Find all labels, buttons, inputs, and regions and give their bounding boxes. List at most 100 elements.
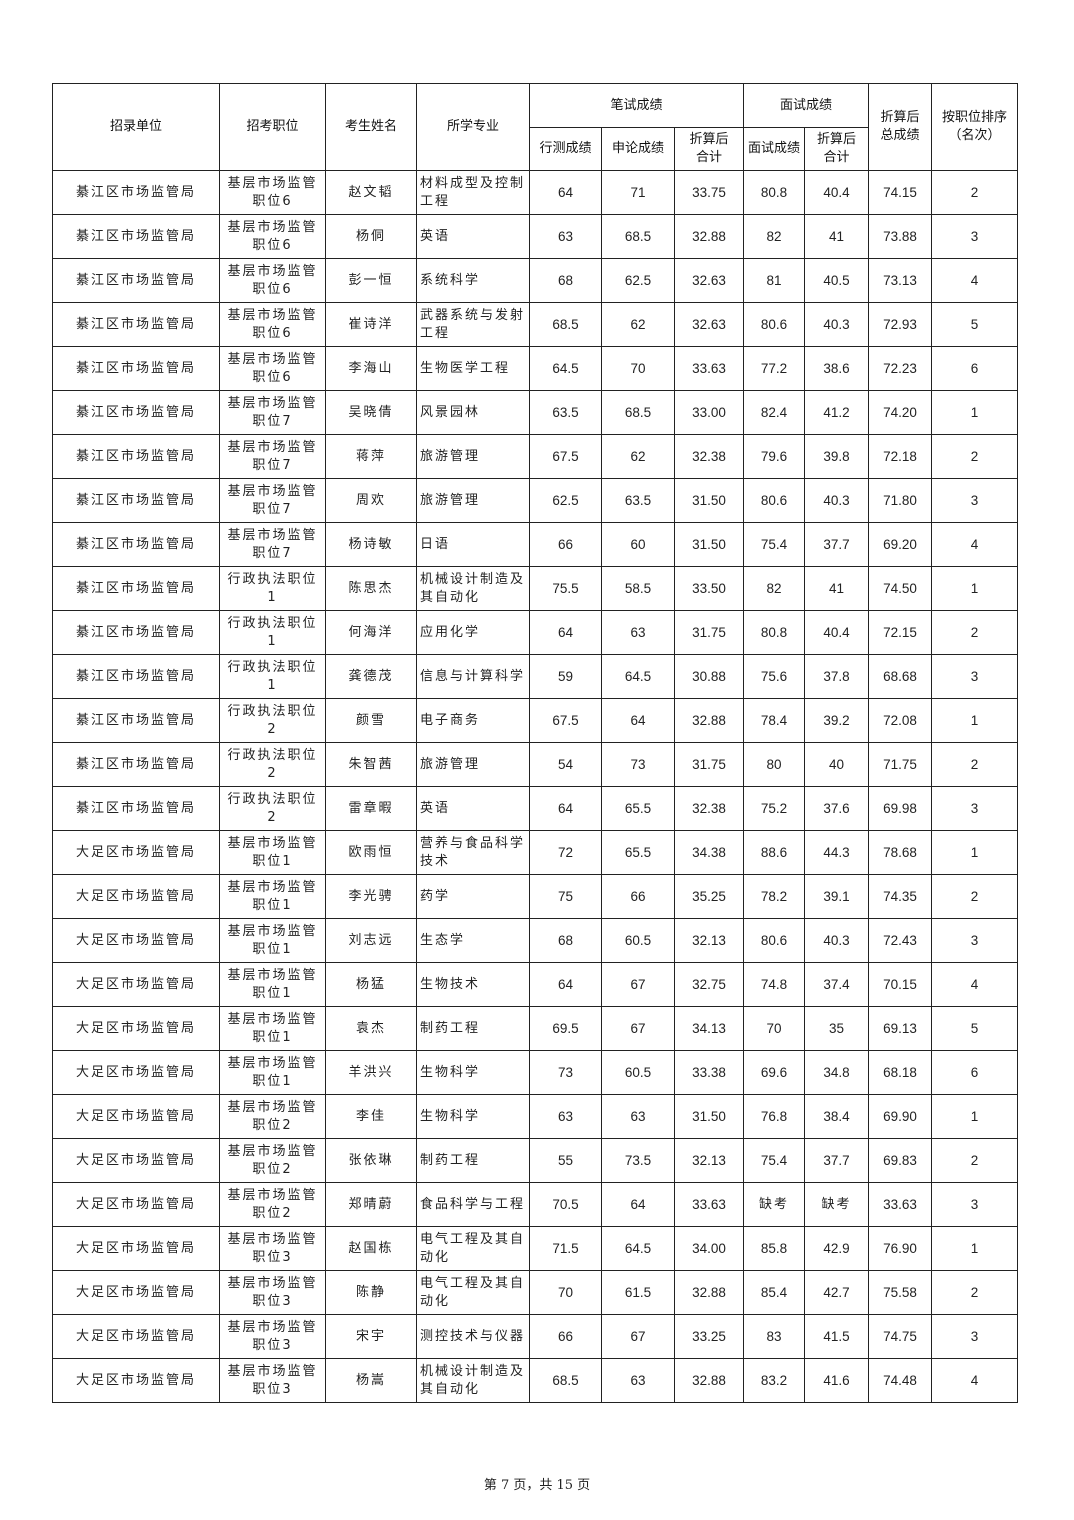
cell-major: 旅游管理 (416, 742, 530, 787)
cell-text: 33.00 (692, 404, 726, 420)
cell-name: 龚德茂 (325, 654, 417, 699)
cell-text: 大足区市场监管局 (75, 1240, 196, 1256)
cell-shenlun: 61.5 (601, 1270, 675, 1315)
cell-written-converted: 33.50 (674, 566, 744, 611)
cell-text: 63 (630, 1108, 646, 1124)
cell-rank: 2 (931, 1138, 1019, 1183)
cell-interview-converted: 44.3 (803, 830, 870, 875)
cell-interview-score: 80.6 (743, 478, 805, 523)
cell-text: 33.63 (883, 1196, 917, 1212)
cell-xingce: 68 (529, 258, 602, 303)
cell-unit: 綦江区市场监管局 (52, 478, 220, 523)
cell-interview-converted: 41 (803, 214, 870, 259)
cell-xingce: 70.5 (529, 1182, 602, 1227)
cell-text: 生物科学 (420, 1064, 481, 1080)
cell-rank: 2 (931, 1270, 1019, 1315)
cell-text: 78.68 (883, 844, 917, 860)
cell-interview-converted: 42.7 (803, 1270, 870, 1315)
cell-shenlun: 63 (601, 1094, 675, 1139)
cell-text: 张依琳 (348, 1152, 394, 1168)
cell-unit: 綦江区市场监管局 (52, 566, 220, 611)
cell-position: 基层市场监管职位1 (219, 918, 326, 963)
cell-total: 74.50 (868, 566, 933, 611)
cell-text: 81 (766, 272, 782, 288)
cell-written-converted: 32.38 (674, 434, 744, 479)
cell-text: 旅游管理 (420, 492, 481, 508)
cell-text: 31.75 (692, 756, 726, 772)
table-row: 綦江区市场监管局 行政执法职位2 雷章暇 英语 64 65.5 32.38 75.2 37.6 6… (52, 786, 1019, 831)
cell-text: 行政执法职位1 (227, 659, 318, 693)
cell-text: 大足区市场监管局 (75, 1108, 196, 1124)
cell-text: 33.50 (692, 580, 726, 596)
cell-total: 72.93 (868, 302, 933, 347)
cell-interview-converted: 37.7 (803, 522, 870, 567)
cell-major: 材料成型及控制工程 (416, 170, 530, 215)
cell-text: 35.25 (692, 888, 726, 904)
cell-total: 69.13 (868, 1006, 933, 1051)
cell-xingce: 64 (529, 610, 602, 655)
cell-text: 彭一恒 (348, 272, 394, 288)
cell-text: 80 (766, 756, 782, 772)
cell-text: 大足区市场监管局 (75, 976, 196, 992)
cell-text: 59 (557, 668, 574, 684)
cell-interview-score: 82 (743, 566, 805, 611)
cell-text: 39.1 (823, 888, 850, 904)
cell-name: 欧雨恒 (325, 830, 417, 875)
cell-text: 机械设计制造及其自动化 (420, 571, 526, 605)
cell-text: 3 (970, 1196, 979, 1212)
cell-shenlun: 66 (601, 874, 675, 919)
cell-name: 杨诗敏 (325, 522, 417, 567)
cell-text: 37.7 (823, 1152, 850, 1168)
cell-text: 67 (630, 1020, 646, 1036)
cell-interview-converted: 37.8 (803, 654, 870, 699)
cell-xingce: 63 (529, 214, 602, 259)
cell-rank: 5 (931, 302, 1019, 347)
cell-text: 75.6 (760, 668, 788, 684)
table-row: 大足区市场监管局 基层市场监管职位1 刘志远 生态学 68 60.5 32.13 80.6 40… (52, 918, 1019, 963)
cell-text: 32.63 (692, 316, 726, 332)
header-major: 所学专业 (416, 83, 530, 171)
cell-unit: 大足区市场监管局 (52, 874, 220, 919)
cell-interview-score: 77.2 (743, 346, 805, 391)
cell-shenlun: 60 (601, 522, 675, 567)
header-name: 考生姓名 (325, 83, 417, 171)
cell-text: 82 (766, 228, 782, 244)
header-position: 招考职位 (219, 83, 326, 171)
table-row: 大足区市场监管局 基层市场监管职位1 李光骋 药学 75 66 35.25 78.2 39.1 7… (52, 874, 1019, 919)
cell-text: 5 (970, 316, 979, 332)
cell-rank: 3 (931, 654, 1019, 699)
cell-position: 基层市场监管职位6 (219, 214, 326, 259)
cell-text: 綦江区市场监管局 (75, 580, 196, 596)
cell-text: 37.7 (823, 536, 850, 552)
cell-interview-converted: 39.1 (803, 874, 870, 919)
cell-total: 69.90 (868, 1094, 933, 1139)
cell-xingce: 71.5 (529, 1226, 602, 1271)
table-row: 綦江区市场监管局 行政执法职位2 朱智茜 旅游管理 54 73 31.75 80 40 71.75… (52, 742, 1019, 787)
cell-text: 41 (828, 580, 845, 596)
cell-text: 何海洋 (348, 624, 394, 640)
cell-text: 73 (557, 1064, 574, 1080)
header-interview: 面试成绩 (742, 83, 870, 128)
cell-text: 綦江区市场监管局 (75, 404, 196, 420)
cell-text: 2 (970, 1152, 979, 1168)
cell-text: 63 (630, 1372, 646, 1388)
cell-interview-score: 75.2 (743, 786, 805, 831)
cell-text: 2 (970, 184, 979, 200)
cell-text: 4 (970, 976, 979, 992)
table-row: 綦江区市场监管局 行政执法职位1 龚德茂 信息与计算科学 59 64.5 30.88 75.6… (52, 654, 1019, 699)
cell-text: 70 (766, 1020, 782, 1036)
table-body: 綦江区市场监管局 基层市场监管职位6 赵文韬 材料成型及控制工程 64 71 33.75 80… (52, 170, 1019, 1403)
cell-interview-score: 75.6 (743, 654, 805, 699)
cell-text: 74.35 (883, 888, 917, 904)
cell-text: 基层市场监管职位7 (227, 439, 318, 473)
cell-text: 刘志远 (348, 932, 394, 948)
table-row: 大足区市场监管局 基层市场监管职位2 李佳 生物科学 63 63 31.50 76.8 38.4… (52, 1094, 1019, 1139)
cell-text: 杨猛 (355, 976, 386, 992)
cell-text: 83 (766, 1328, 782, 1344)
cell-text: 行政执法职位2 (227, 747, 318, 781)
cell-text: 日语 (420, 536, 451, 552)
cell-total: 70.15 (868, 962, 933, 1007)
table-row: 綦江区市场监管局 基层市场监管职位7 杨诗敏 日语 66 60 31.50 75.4 37.7 6… (52, 522, 1019, 567)
cell-interview-score: 83 (743, 1314, 805, 1359)
cell-name: 崔诗洋 (325, 302, 417, 347)
